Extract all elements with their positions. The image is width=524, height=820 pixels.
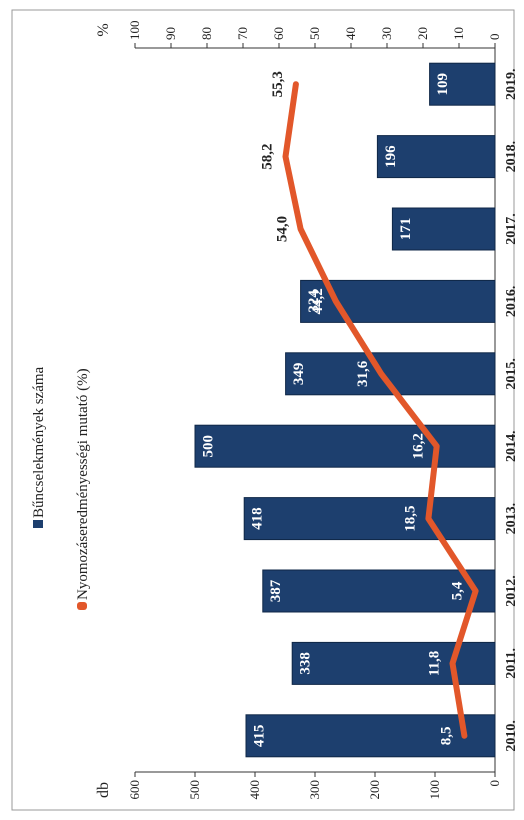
bar-value-label: 387	[268, 579, 284, 602]
right-tick-label: 40	[343, 27, 358, 40]
right-tick-label: 60	[271, 27, 286, 40]
bar-value-label: 500	[200, 435, 216, 458]
line-value-label: 18,5	[402, 505, 418, 531]
category-label: 2013.	[504, 503, 519, 534]
category-label: 2014.	[504, 430, 519, 462]
line-series	[282, 81, 479, 739]
bar	[194, 424, 496, 468]
bar	[245, 714, 496, 758]
line-value-label: 5,4	[450, 581, 466, 600]
bar	[376, 135, 496, 179]
rotated-chart-area: 0 100 200 300 400 500 600 0 10 20 30 40 50 60 70 80 90 1…	[31, 21, 519, 800]
right-axis-ticks: 0 10 20 30 40 50 60 70 80 90 100	[127, 21, 502, 48]
right-tick-label: 80	[199, 27, 214, 40]
bar-value-label: 338	[298, 652, 314, 675]
line-value-label: 16,2	[411, 433, 427, 459]
right-tick-label: 20	[415, 27, 430, 40]
line-value-label: 11,8	[427, 651, 443, 676]
bar-value-label: 418	[250, 507, 266, 529]
category-label: 2016.	[504, 286, 519, 318]
category-label: 2017.	[504, 213, 519, 245]
line-value-label: 8,5	[438, 726, 454, 745]
left-tick-label: 100	[427, 780, 442, 800]
bar-value-labels: 415 338 387 418 500 349 324 171 196 109	[200, 73, 451, 747]
bar	[285, 352, 496, 396]
category-label: 2015.	[504, 358, 519, 390]
bar-value-label: 109	[435, 73, 451, 96]
bar-value-label: 415	[251, 725, 267, 748]
left-tick-label: 600	[127, 780, 142, 800]
legend-line-swatch	[77, 602, 87, 610]
bar-value-label: 171	[398, 218, 414, 241]
bar	[429, 62, 496, 106]
bar-value-label: 349	[291, 363, 307, 386]
line-value-label: 54,0	[275, 216, 291, 242]
bar	[300, 279, 496, 323]
bar-value-label: 196	[383, 145, 399, 168]
category-labels: 2010. 2011. 2012. 2013. 2014. 2015. 2016. 2017.…	[504, 68, 519, 751]
line-value-label: 44,2	[310, 288, 326, 314]
right-tick-label: 70	[235, 27, 250, 40]
line-value-label: 31,6	[355, 360, 371, 387]
category-label: 2011.	[504, 648, 519, 679]
bar-value-label: 324	[306, 290, 322, 313]
category-label: 2012.	[504, 575, 519, 607]
right-tick-label: 50	[307, 27, 322, 40]
right-axis-label: %	[95, 23, 112, 36]
bar	[391, 207, 496, 251]
legend-bar-label: Bűncselekmények száma	[31, 366, 47, 518]
legend-bar-swatch	[33, 520, 43, 528]
bar	[243, 497, 496, 541]
category-label: 2010.	[504, 720, 519, 752]
left-axis-ticks: 0 100 200 300 400 500 600	[127, 772, 502, 800]
left-tick-label: 500	[187, 780, 202, 800]
category-label: 2018.	[504, 141, 519, 173]
line-value-label: 55,3	[270, 71, 286, 97]
category-label: 2019.	[504, 68, 519, 100]
line-value-labels: 8,5 11,8 5,4 18,5 16,2 31,6 44,2 54,0 58,2 55,3	[259, 71, 465, 745]
right-tick-label: 90	[163, 27, 178, 40]
left-tick-label: 200	[367, 780, 382, 800]
right-tick-label: 100	[127, 21, 142, 41]
bar	[262, 569, 496, 613]
left-tick-label: 300	[307, 780, 322, 800]
right-tick-label: 0	[487, 34, 502, 41]
legend-line-label: Nyomozáseredményességi mutató (%)	[75, 368, 91, 600]
left-axis-label: db	[95, 782, 112, 798]
line-value-label: 58,2	[259, 143, 275, 169]
left-tick-label: 0	[487, 780, 502, 787]
right-tick-label: 10	[451, 27, 466, 40]
bar	[291, 641, 496, 685]
left-tick-label: 400	[247, 780, 262, 800]
right-tick-label: 30	[379, 27, 394, 40]
